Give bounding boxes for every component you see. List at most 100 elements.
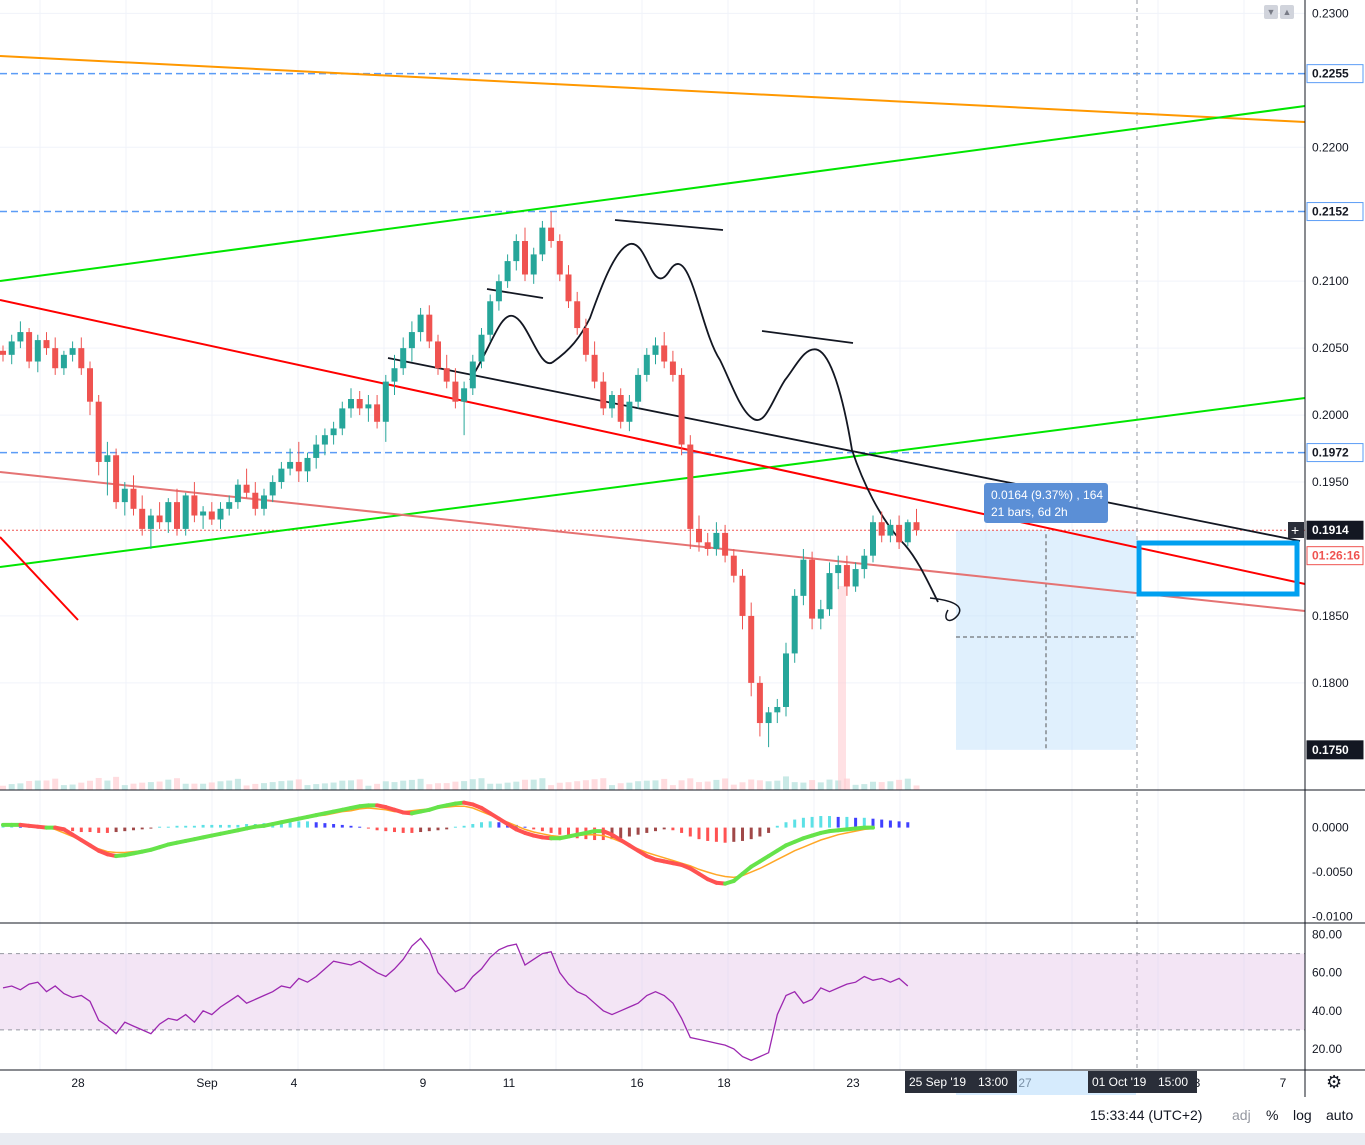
macd-hist-bar bbox=[288, 822, 292, 828]
time-tick-label: 7 bbox=[1280, 1076, 1287, 1090]
macd-hist-bar bbox=[854, 817, 858, 828]
time-tick-label: 23 bbox=[846, 1076, 860, 1090]
candle-body bbox=[904, 522, 911, 543]
settings-gear-icon[interactable]: ⚙ bbox=[1326, 1072, 1343, 1092]
measure-label-line1: 0.0164 (9.37%) , 164 bbox=[991, 488, 1103, 502]
green-trendline-lower bbox=[0, 397, 1306, 568]
candle-body bbox=[591, 354, 598, 382]
macd-hist-bar bbox=[732, 827, 736, 842]
candle-body bbox=[461, 388, 468, 402]
volume-bar bbox=[739, 782, 746, 790]
macd-hist-bar bbox=[488, 821, 492, 828]
light-red-trendline bbox=[0, 471, 1306, 612]
candle-body bbox=[17, 332, 24, 342]
macd-hist-bar bbox=[306, 821, 309, 828]
macd-hist-bar bbox=[105, 827, 109, 833]
macd-hist-bar bbox=[462, 825, 466, 828]
volume-bar bbox=[461, 781, 468, 790]
volume-bar bbox=[539, 778, 546, 790]
macd-hist-bar bbox=[706, 827, 710, 841]
candle-body bbox=[391, 368, 398, 382]
adj-toggle[interactable]: adj bbox=[1232, 1107, 1251, 1123]
volume-bar bbox=[139, 782, 146, 790]
hand-loop bbox=[929, 597, 961, 622]
volume-bar bbox=[330, 782, 337, 790]
volume-bar bbox=[17, 783, 24, 790]
macd-hist-bar bbox=[132, 827, 135, 831]
candle-body bbox=[52, 348, 59, 369]
macd-hist-bar bbox=[845, 816, 849, 828]
volume-bar bbox=[652, 780, 659, 790]
macd-hist-bar bbox=[888, 820, 892, 828]
candle-body bbox=[861, 555, 868, 570]
percent-toggle[interactable]: % bbox=[1266, 1107, 1279, 1123]
candle-body bbox=[748, 615, 755, 683]
collapse-down-icon[interactable]: ▼ bbox=[1264, 5, 1278, 19]
volume-bar bbox=[356, 779, 363, 790]
auto-toggle[interactable]: auto bbox=[1326, 1107, 1354, 1123]
volume-bar bbox=[704, 781, 711, 790]
log-toggle[interactable]: log bbox=[1293, 1107, 1312, 1123]
candle-body bbox=[495, 281, 502, 302]
price-tag-label: 0.2255 bbox=[1312, 67, 1349, 81]
candle-body bbox=[582, 328, 589, 355]
macd-hist-bar bbox=[828, 816, 831, 828]
candle-body bbox=[95, 401, 102, 462]
candle-body bbox=[835, 565, 842, 574]
time-tag-bg bbox=[974, 1071, 1017, 1093]
macd-hist-bar bbox=[567, 827, 570, 837]
candle-body bbox=[713, 532, 720, 549]
red-trendline bbox=[0, 299, 1306, 585]
macd-tick-label: 0.0000 bbox=[1312, 821, 1349, 835]
volume-bar bbox=[513, 781, 520, 790]
volume-bar bbox=[774, 780, 781, 790]
candle-body bbox=[635, 374, 642, 402]
orange-trendline bbox=[0, 55, 1306, 123]
volume-bar bbox=[852, 784, 859, 790]
volume-bar bbox=[269, 782, 276, 790]
macd-hist-bar bbox=[549, 827, 553, 833]
plus-icon: + bbox=[1291, 522, 1299, 538]
macd-hist-bar bbox=[697, 827, 701, 840]
volume-bar bbox=[435, 783, 441, 790]
volume-bar bbox=[417, 778, 424, 790]
candle-body bbox=[356, 399, 363, 409]
macd-hist-bar bbox=[323, 823, 327, 828]
volume-bar bbox=[95, 777, 102, 790]
macd-hist-bar bbox=[801, 817, 805, 828]
volume-bar bbox=[574, 781, 581, 790]
macd-hist-bar bbox=[636, 827, 640, 835]
volume-bar bbox=[365, 785, 372, 790]
macd-hist-bar bbox=[793, 819, 797, 828]
macd-hist-bar bbox=[654, 827, 657, 832]
chart-canvas[interactable]: 0.0164 (9.37%) , 164 21 bars, 6d 2h 0.000… bbox=[0, 0, 1365, 1097]
volume-bar bbox=[278, 781, 285, 790]
candle-body bbox=[878, 522, 885, 536]
volume-bar bbox=[817, 782, 824, 790]
candle-body bbox=[60, 354, 67, 369]
volume-bar bbox=[452, 781, 459, 790]
volume-bar bbox=[426, 784, 433, 790]
collapse-up-icon[interactable]: ▲ bbox=[1280, 5, 1294, 19]
time-tag-label: 15:00 bbox=[1158, 1075, 1188, 1089]
price-tag-label: 0.1914 bbox=[1312, 523, 1349, 537]
candle-body bbox=[452, 381, 459, 402]
volume-bar bbox=[252, 783, 259, 790]
volume-bar bbox=[635, 781, 642, 790]
candle-body bbox=[800, 559, 807, 596]
volume-bar bbox=[374, 783, 381, 790]
volume-bar bbox=[60, 785, 67, 790]
macd-hist-bar bbox=[627, 827, 631, 837]
macd-hist-bar bbox=[419, 827, 423, 833]
target-box bbox=[1136, 540, 1300, 597]
volume-bar bbox=[52, 778, 59, 790]
price-tag-bg bbox=[1306, 546, 1364, 566]
macd-hist-bar bbox=[227, 824, 231, 828]
macd-hist-bar bbox=[645, 827, 649, 833]
macd-hist-bar bbox=[410, 827, 414, 833]
black-neckline bbox=[387, 357, 1301, 542]
status-bar: 15:33:44 (UTC+2) adj % log auto bbox=[0, 1097, 1365, 1133]
volume-bar bbox=[69, 784, 76, 790]
volume-bar bbox=[669, 785, 676, 790]
volume-bar bbox=[165, 779, 172, 790]
